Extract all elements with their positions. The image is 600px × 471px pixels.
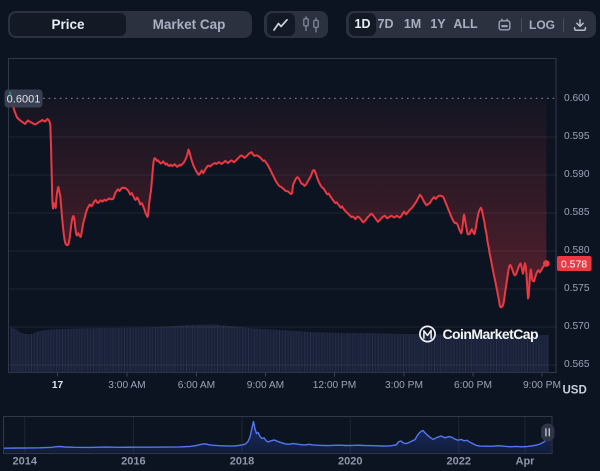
svg-text:CoinMarketCap: CoinMarketCap: [443, 326, 539, 342]
svg-text:2022: 2022: [447, 456, 471, 468]
svg-text:2016: 2016: [121, 456, 145, 468]
svg-text:0.578: 0.578: [561, 258, 587, 270]
svg-text:0.590: 0.590: [564, 169, 590, 180]
svg-text:0.580: 0.580: [564, 245, 590, 256]
svg-text:3:00 PM: 3:00 PM: [385, 380, 423, 391]
svg-text:0.565: 0.565: [564, 359, 590, 370]
svg-text:0.6001: 0.6001: [7, 94, 41, 106]
svg-text:3:00 AM: 3:00 AM: [108, 380, 145, 391]
svg-text:2020: 2020: [338, 456, 362, 468]
svg-text:USD: USD: [563, 385, 587, 397]
svg-text:2014: 2014: [13, 456, 38, 468]
svg-text:0.570: 0.570: [564, 321, 590, 332]
svg-text:2018: 2018: [230, 456, 254, 468]
svg-text:9:00 AM: 9:00 AM: [247, 380, 284, 391]
svg-text:Apr: Apr: [516, 456, 536, 468]
svg-text:9:00 PM: 9:00 PM: [523, 380, 561, 391]
svg-text:0.575: 0.575: [564, 283, 590, 294]
svg-text:6:00 PM: 6:00 PM: [454, 380, 492, 391]
svg-text:6:00 AM: 6:00 AM: [178, 380, 215, 391]
svg-text:0.600: 0.600: [564, 93, 590, 104]
svg-text:0.585: 0.585: [564, 207, 590, 218]
svg-text:12:00 PM: 12:00 PM: [313, 380, 357, 391]
svg-text:17: 17: [52, 380, 64, 391]
svg-text:0.595: 0.595: [564, 131, 590, 142]
